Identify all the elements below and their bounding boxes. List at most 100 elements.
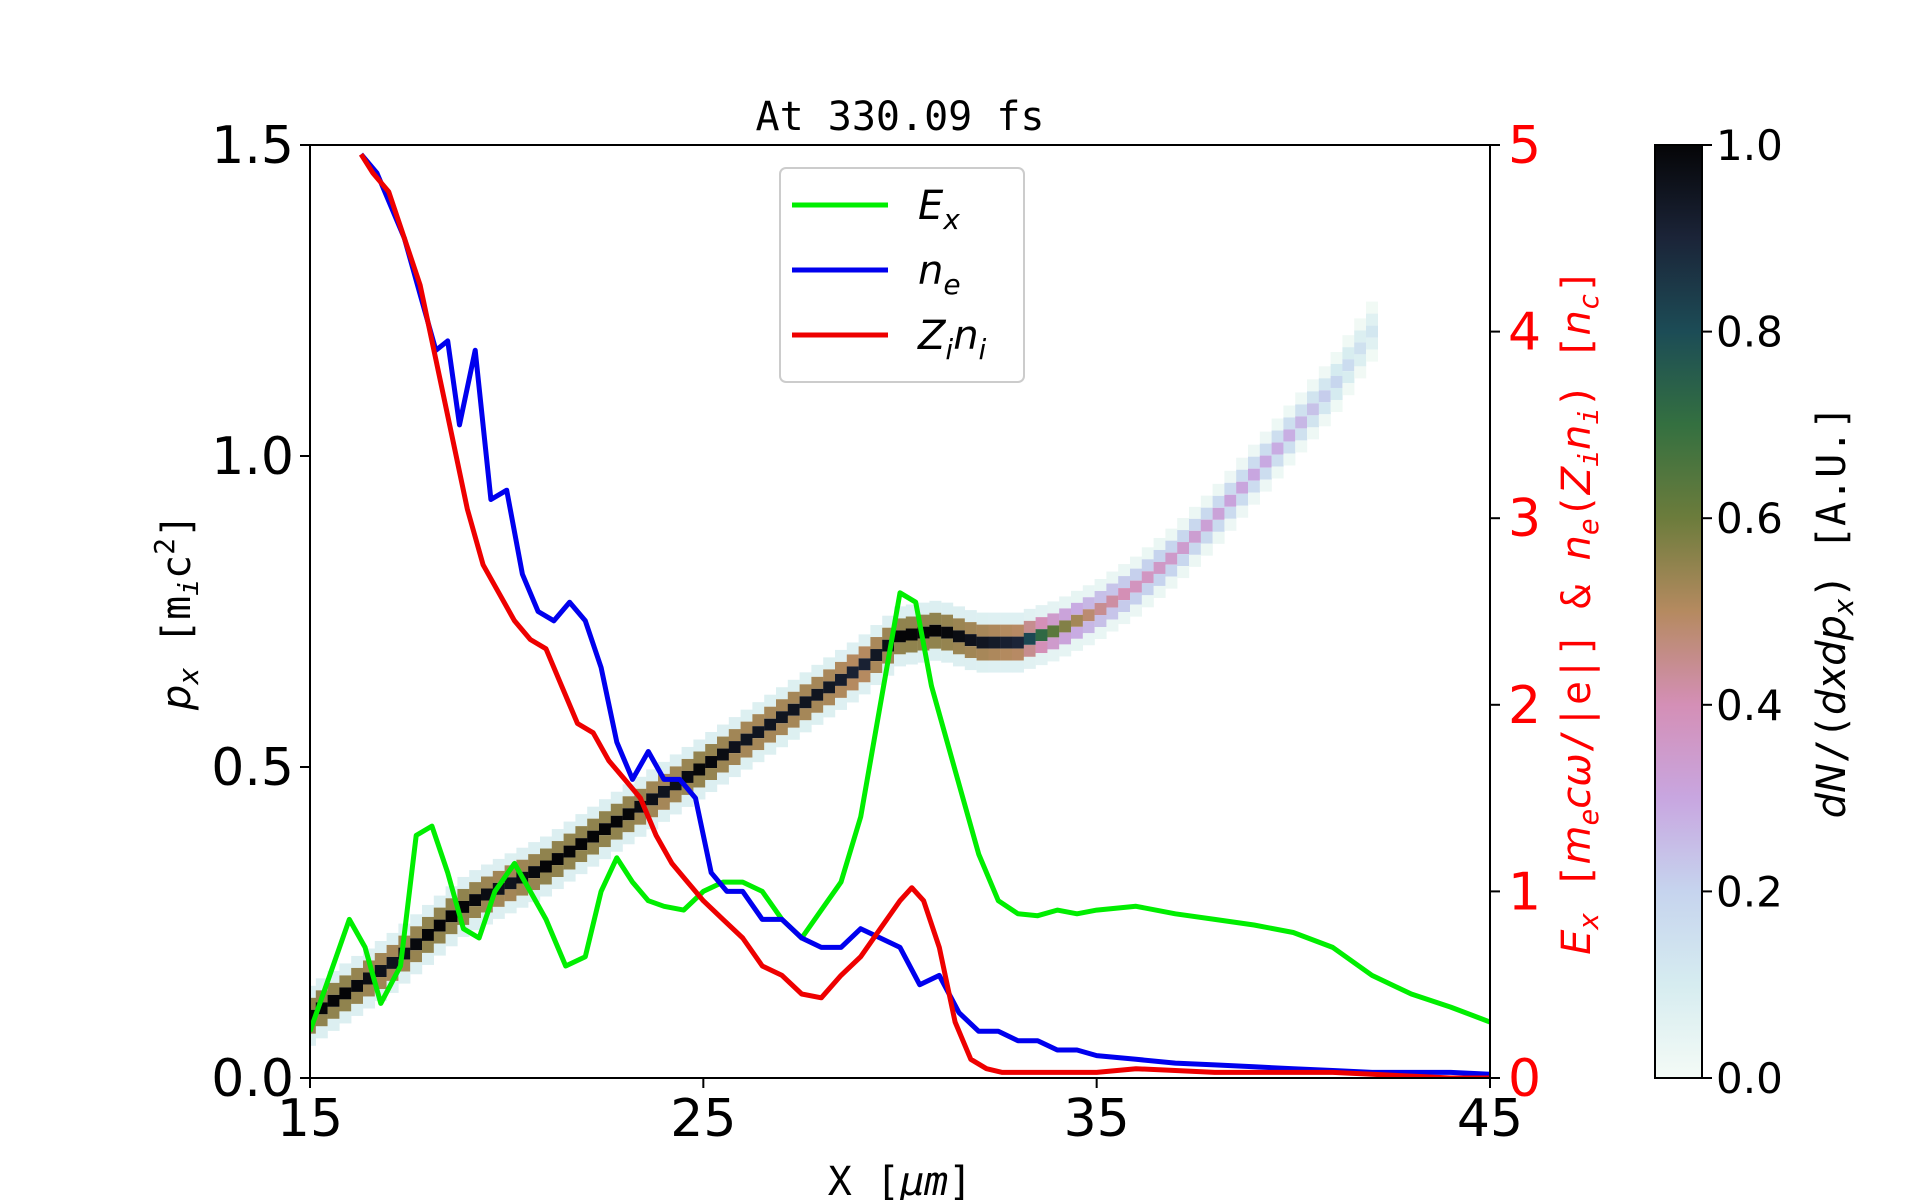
heatmap-cell — [563, 833, 576, 846]
heatmap-cell — [622, 820, 635, 833]
heatmap-cell — [1118, 576, 1131, 589]
heatmap-cell — [705, 768, 718, 781]
heatmap-cell — [481, 864, 493, 877]
heatmap-cell — [1094, 603, 1107, 616]
heatmap-cell — [1295, 404, 1308, 417]
heatmap-cell — [740, 745, 753, 758]
y-right-tick-label: 4 — [1508, 303, 1541, 363]
heatmap-cell — [1082, 621, 1095, 634]
heatmap-cell — [1082, 609, 1095, 622]
heatmap-cell — [1224, 470, 1237, 483]
heatmap-cell — [1130, 580, 1142, 593]
heatmap-cell — [835, 685, 847, 698]
heatmap-cell — [1141, 595, 1154, 608]
heatmap-cell — [752, 726, 765, 739]
heatmap-cell — [551, 829, 564, 842]
heatmap-cell — [1130, 604, 1142, 617]
heatmap-cell — [587, 830, 600, 843]
heatmap-cell — [669, 766, 682, 779]
legend-box — [779, 167, 1025, 383]
heatmap-cell — [1130, 556, 1142, 569]
heatmap-cell — [1035, 605, 1048, 618]
heatmap-cell — [717, 760, 729, 773]
heatmap-cell — [1035, 629, 1048, 642]
heatmap-cell — [551, 853, 564, 866]
heatmap-cell — [339, 963, 352, 976]
heatmap-cell — [1012, 648, 1024, 661]
heatmap-cell — [1141, 571, 1154, 584]
heatmap-cell — [846, 678, 859, 691]
heatmap-cell — [504, 889, 517, 902]
heatmap-cell — [599, 799, 611, 812]
heatmap-cell — [1200, 531, 1213, 544]
heatmap-cell — [504, 901, 517, 914]
heatmap-cell — [1295, 392, 1308, 405]
heatmap-cell — [610, 839, 623, 852]
heatmap-cell — [1189, 554, 1201, 567]
heatmap-cell — [740, 721, 753, 734]
heatmap-cell — [374, 953, 387, 966]
heatmap-cell — [445, 910, 458, 923]
heatmap-cell — [310, 985, 316, 998]
heatmap-cell — [776, 699, 788, 712]
y-left-tick-label: 0.5 — [211, 738, 294, 798]
heatmap-cell — [941, 626, 954, 639]
heatmap-cell — [1366, 325, 1378, 338]
heatmap-cell — [964, 610, 977, 623]
heatmap-cell — [1200, 507, 1213, 520]
heatmap-cell — [351, 1003, 364, 1016]
heatmap-cell — [445, 922, 458, 935]
heatmap-cell — [339, 975, 352, 988]
heatmap-cell — [646, 793, 659, 806]
heatmap-cell — [1153, 573, 1166, 586]
heatmap-cell — [481, 888, 493, 901]
colorbar-gradient — [1654, 144, 1703, 1079]
heatmap-cell — [882, 615, 895, 628]
heatmap-cell — [1295, 440, 1308, 453]
y-left-axis-ticks: 0.0 0.5 1.0 1.5 — [211, 116, 310, 1109]
heatmap-cell — [327, 1006, 340, 1019]
heatmap-cell — [374, 965, 387, 978]
heatmap-cell — [1354, 366, 1367, 379]
heatmap-cell — [846, 642, 859, 655]
heatmap-cell — [717, 772, 729, 785]
heatmap-cell — [681, 770, 694, 783]
heatmap-cell — [310, 997, 316, 1010]
heatmap-cell — [492, 858, 505, 871]
heatmap-cell — [1354, 354, 1367, 367]
heatmap-cell — [1224, 482, 1237, 495]
heatmap-cell — [1307, 391, 1319, 404]
heatmap-cell — [717, 736, 729, 749]
heatmap-cell — [1141, 583, 1154, 596]
heatmap-cell — [410, 926, 423, 939]
heatmap-cell — [835, 673, 847, 686]
heatmap-cell — [799, 684, 812, 697]
heatmap-cell — [1307, 415, 1319, 428]
heatmap-cell — [1071, 602, 1083, 615]
heatmap-cell — [988, 624, 1001, 637]
plot-area — [309, 144, 1491, 1079]
heatmap-cell — [681, 746, 694, 759]
heatmap-cell — [1342, 371, 1355, 384]
heatmap-cell — [1200, 519, 1213, 532]
plot-frame — [309, 144, 1491, 1079]
heatmap-cell — [445, 934, 458, 947]
heatmap-cell — [1023, 656, 1036, 669]
heatmap-cell — [1035, 653, 1048, 666]
legend-label: Zini — [917, 313, 987, 366]
heatmap-cell — [351, 979, 364, 992]
heatmap-cell — [1366, 349, 1378, 362]
heatmap-cell — [1259, 443, 1272, 456]
heatmap-cell — [1177, 554, 1190, 567]
heatmap-cell — [976, 660, 989, 673]
heatmap-cell — [846, 690, 859, 703]
heatmap-cell — [1153, 549, 1166, 562]
heatmap-cell — [669, 754, 682, 767]
heatmap-cell — [587, 842, 600, 855]
heatmap-cell — [1047, 637, 1060, 650]
heatmap-cell — [929, 624, 942, 637]
heatmap-cell — [1012, 636, 1024, 649]
heatmap-cell — [1212, 531, 1225, 544]
heatmap-cell — [504, 877, 517, 890]
heatmap-cell — [964, 622, 977, 635]
